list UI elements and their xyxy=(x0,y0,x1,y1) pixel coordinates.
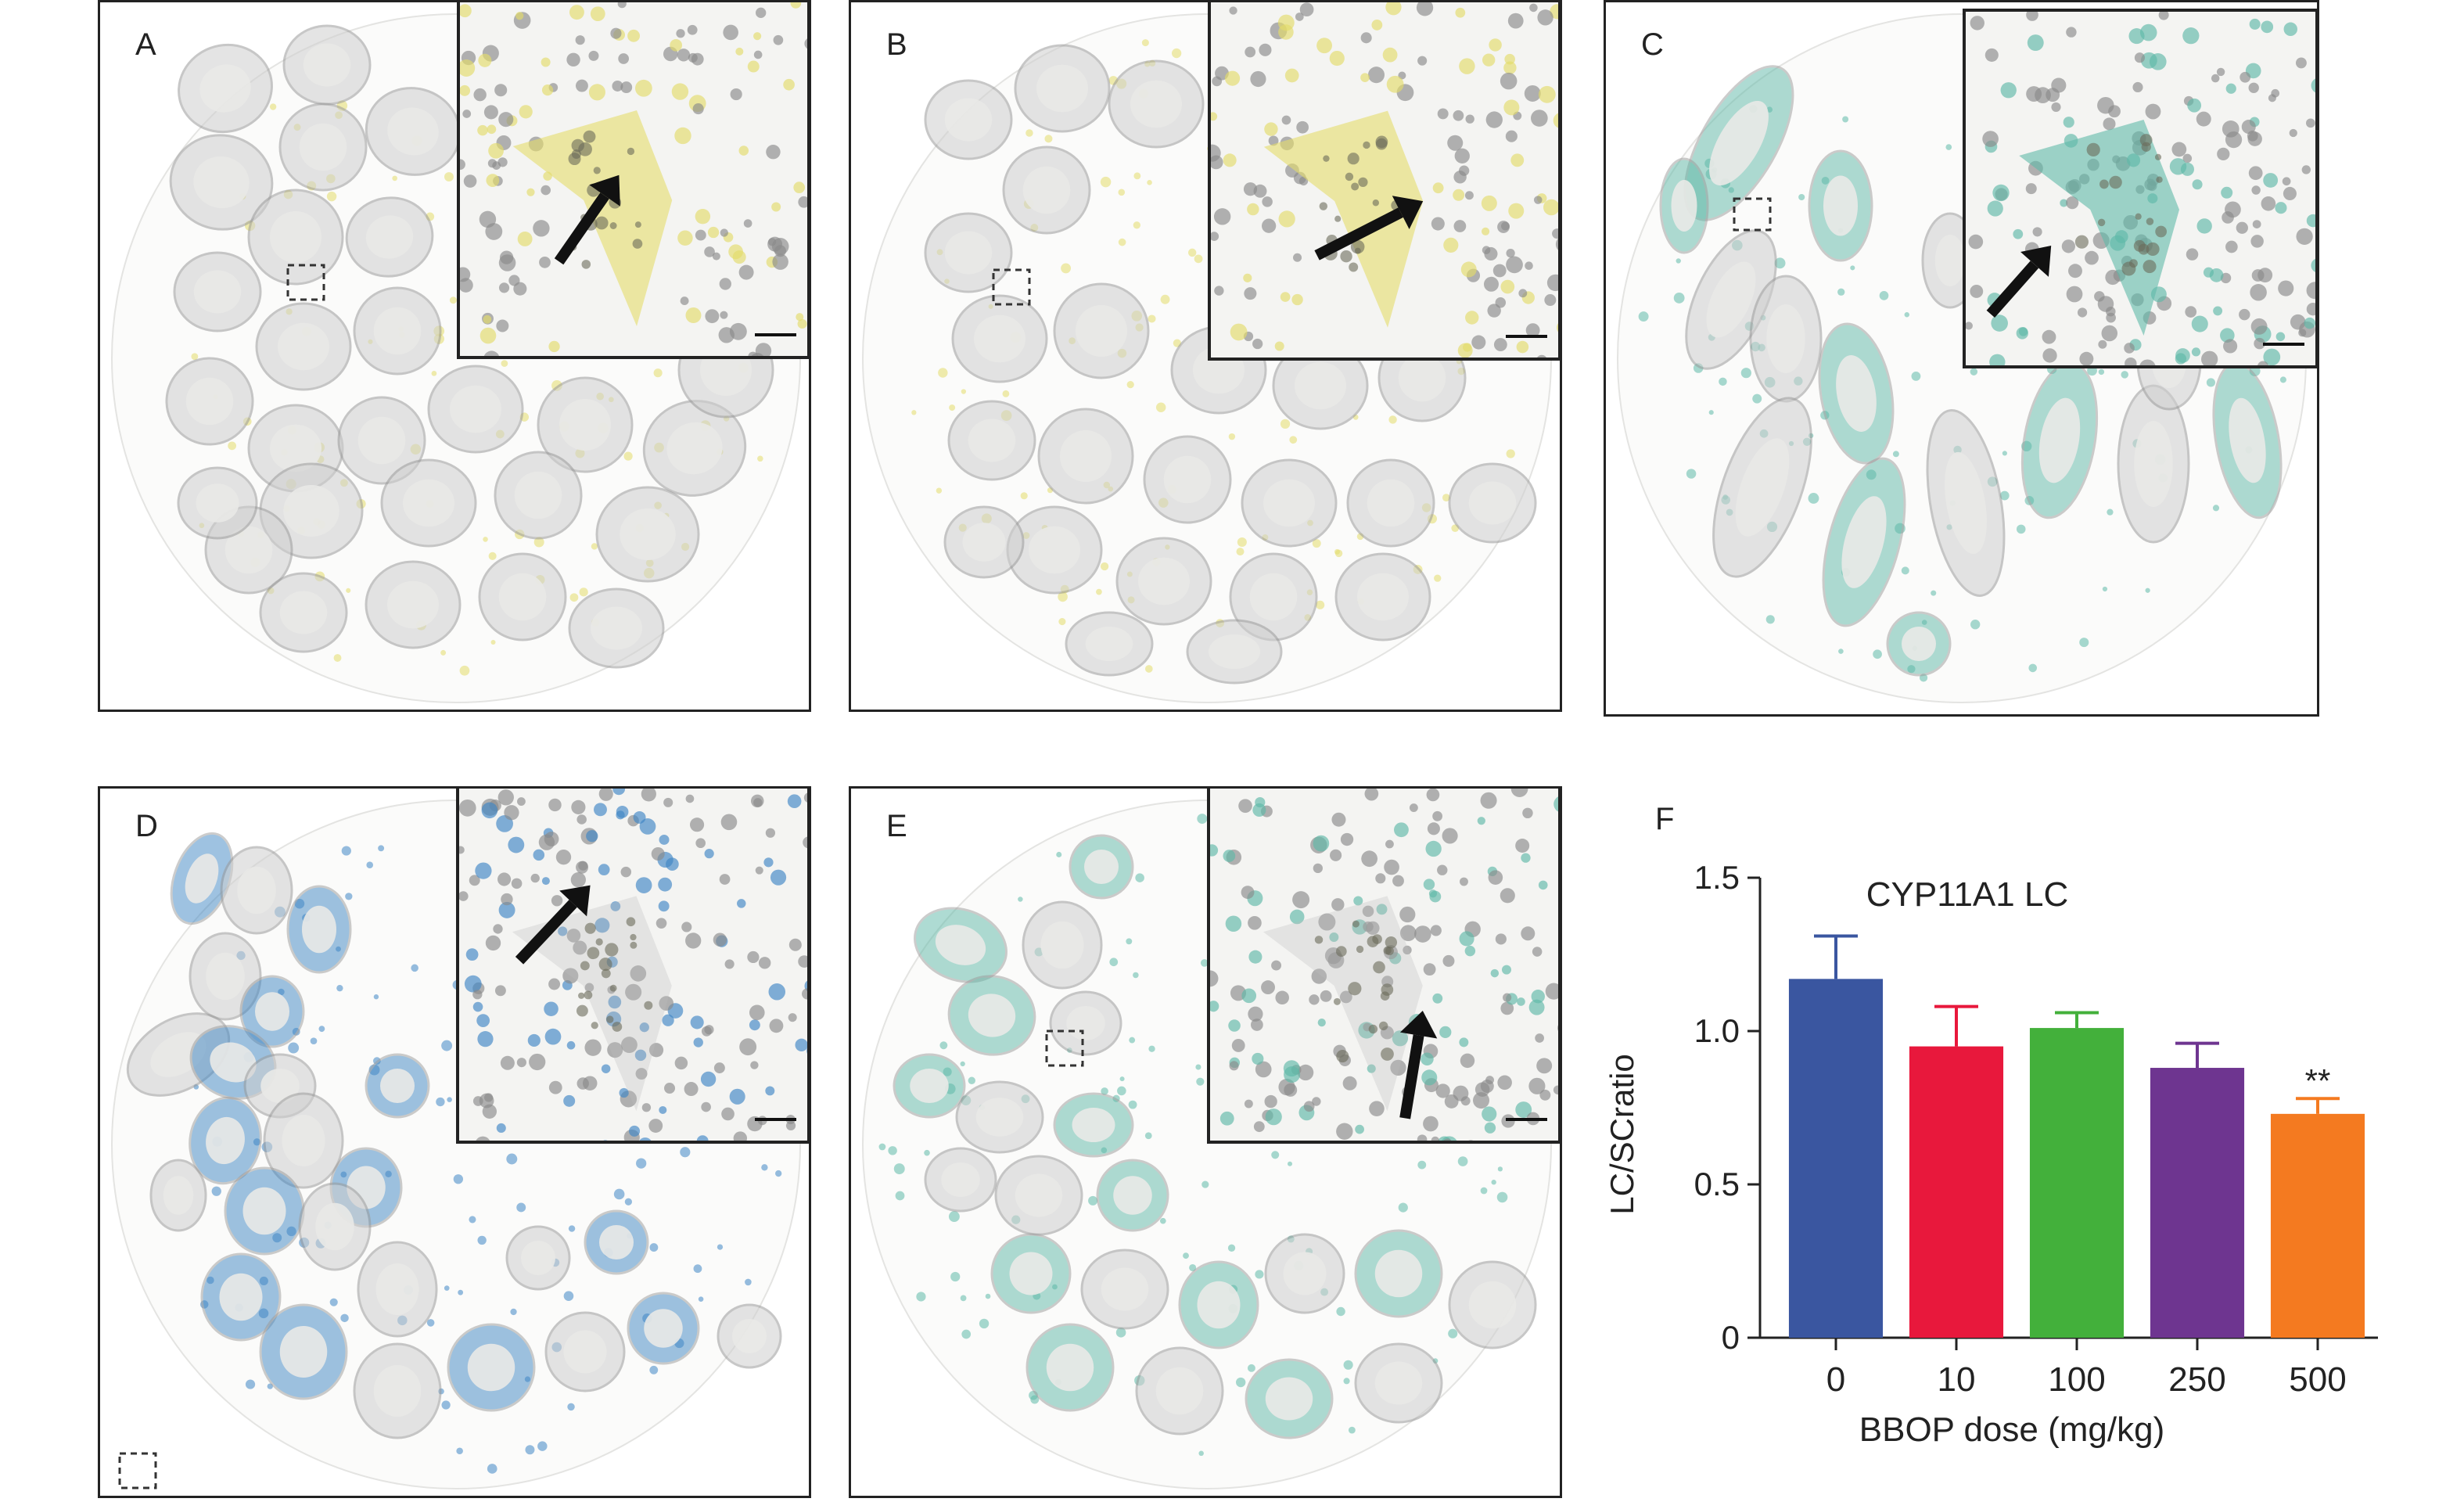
x-axis-label: BBOP dose (mg/kg) xyxy=(1859,1410,2164,1449)
x-tick-label: 250 xyxy=(2168,1360,2225,1399)
bar xyxy=(2150,1068,2245,1338)
x-tick-label: 500 xyxy=(2289,1360,2346,1399)
panel-label-d: D xyxy=(135,809,158,843)
micrograph-panel-d: D xyxy=(98,786,811,1498)
y-tick-label: 1.5 xyxy=(1694,859,1740,896)
magnified-inset-d xyxy=(456,789,809,1144)
inset-image-b xyxy=(1211,2,1558,358)
inset-image-d xyxy=(459,789,807,1141)
panel-label-f: F xyxy=(1655,802,1674,836)
panel-label-e: E xyxy=(886,809,907,843)
magnified-inset-e xyxy=(1207,789,1560,1144)
panel-label-b: B xyxy=(886,27,907,62)
significance-marker: ** xyxy=(2305,1062,2331,1099)
inset-image-a xyxy=(460,2,807,356)
x-tick-label: 0 xyxy=(1826,1360,1845,1399)
x-tick-label: 10 xyxy=(1938,1360,1976,1399)
bar-chart-panel-f: F CYP11A1 LC LC/SCratio BBOP dose (mg/kg… xyxy=(1596,790,2456,1498)
chart-title: CYP11A1 LC xyxy=(1866,875,2068,914)
bar-chart: F CYP11A1 LC LC/SCratio BBOP dose (mg/kg… xyxy=(1604,802,2378,1449)
y-axis-label: LC/SCratio xyxy=(1604,1054,1640,1214)
micrograph-panel-c: C xyxy=(1604,0,2319,717)
magnified-inset-c xyxy=(1963,9,2317,368)
micrograph-panel-a: A xyxy=(98,0,811,712)
y-tick-label: 1.0 xyxy=(1694,1012,1740,1049)
micrograph-panel-e: E xyxy=(849,786,1562,1498)
tissue-section-c xyxy=(1617,13,2307,703)
y-tick-label: 0 xyxy=(1722,1319,1740,1356)
bar xyxy=(1788,979,1884,1338)
magnified-inset-a xyxy=(457,2,809,359)
micrograph-panel-b: B xyxy=(849,0,1562,712)
bar xyxy=(2270,1113,2365,1338)
y-tick-label: 0.5 xyxy=(1694,1166,1740,1202)
magnified-inset-b xyxy=(1208,2,1560,361)
panel-label-a: A xyxy=(135,27,156,62)
bar xyxy=(2029,1028,2125,1338)
bar xyxy=(1909,1046,2004,1338)
inset-image-c xyxy=(1966,12,2315,365)
x-tick-label: 100 xyxy=(2048,1360,2105,1399)
panel-label-c: C xyxy=(1641,27,1664,62)
inset-image-e xyxy=(1210,789,1558,1141)
